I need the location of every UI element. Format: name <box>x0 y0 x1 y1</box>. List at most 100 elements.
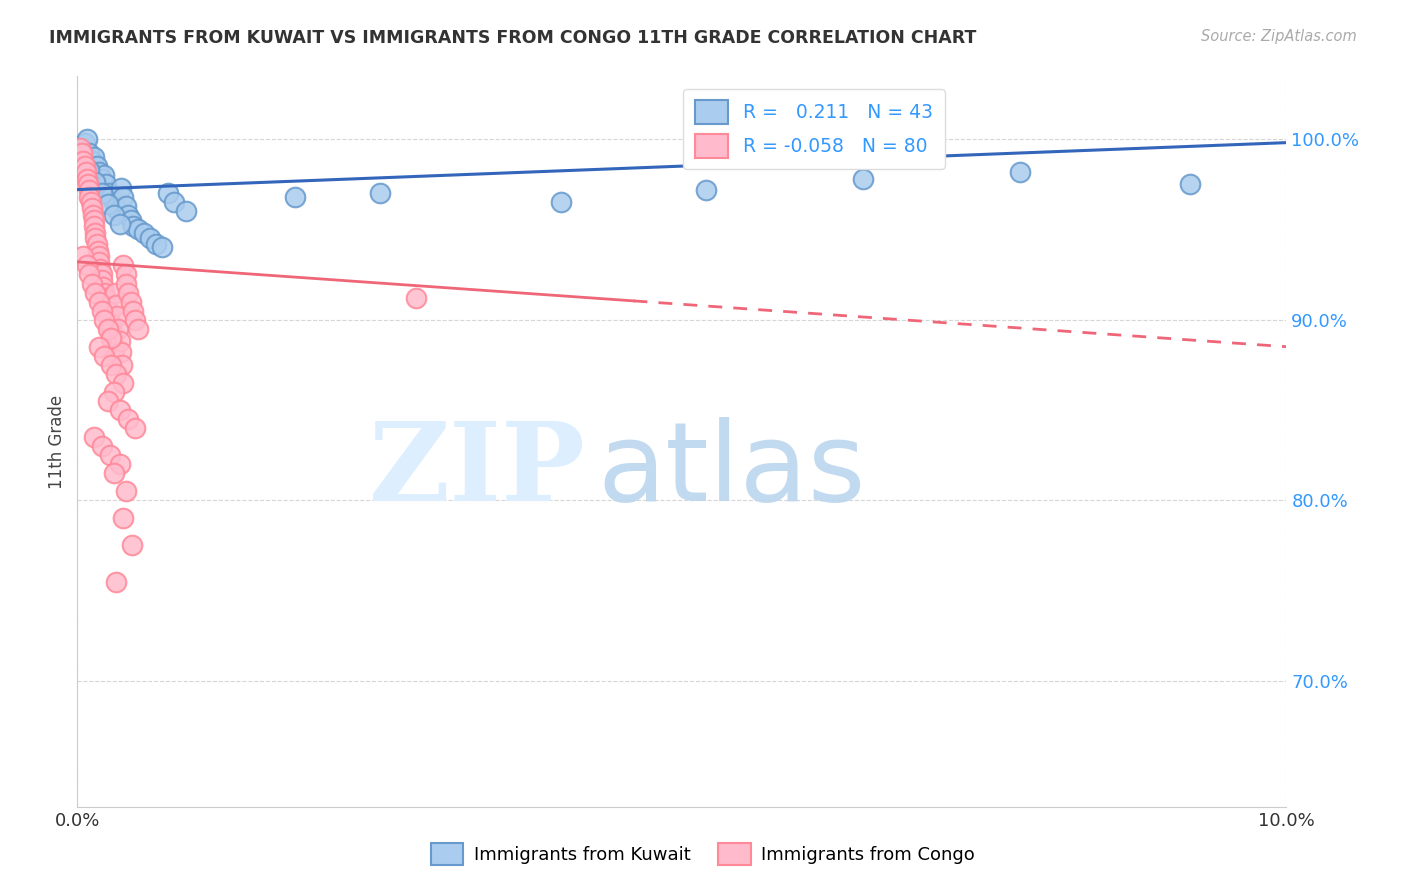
Point <box>79 190 101 204</box>
Point <box>122 303 145 318</box>
Point <box>84 285 107 300</box>
Point <box>84 231 107 245</box>
Point <box>90 171 112 186</box>
Point <box>80 201 103 215</box>
Point <box>96 393 118 408</box>
Point <box>96 321 118 335</box>
Point <box>76 132 98 146</box>
Point <box>93 285 115 300</box>
Point <box>87 164 110 178</box>
Point <box>76 171 98 186</box>
Point <box>108 334 131 349</box>
Point <box>94 291 117 305</box>
Point <box>112 511 135 525</box>
Point <box>100 327 122 342</box>
Point <box>79 183 101 197</box>
Point <box>111 358 134 372</box>
Point <box>114 268 136 282</box>
Point <box>82 208 104 222</box>
Point <box>72 153 94 168</box>
Point <box>96 303 118 318</box>
Point <box>101 334 124 349</box>
Point <box>163 195 186 210</box>
Point <box>79 162 101 177</box>
Point <box>117 285 139 300</box>
Point <box>284 190 307 204</box>
Point <box>98 316 121 330</box>
Point <box>72 249 94 263</box>
Point <box>120 294 142 309</box>
Point <box>96 197 118 211</box>
Point <box>91 280 114 294</box>
Point <box>97 309 120 323</box>
Point <box>100 190 122 204</box>
Point <box>87 244 110 258</box>
Point <box>852 171 875 186</box>
Point <box>83 213 105 227</box>
Point <box>122 219 145 233</box>
Point <box>121 538 143 552</box>
Point <box>150 240 173 254</box>
Point <box>83 219 105 233</box>
Point <box>405 291 427 305</box>
Point <box>80 277 103 291</box>
Point <box>103 195 125 210</box>
Point <box>132 226 155 240</box>
Point <box>368 186 391 201</box>
Point <box>84 175 107 189</box>
Point <box>87 340 110 354</box>
Point <box>124 312 146 326</box>
Point <box>108 217 131 231</box>
Point <box>69 141 91 155</box>
Point <box>86 159 108 173</box>
Point <box>100 321 122 335</box>
Point <box>114 277 136 291</box>
Point <box>112 190 135 204</box>
Point <box>73 159 96 173</box>
Point <box>117 412 139 426</box>
Point <box>117 208 139 222</box>
Point <box>76 259 98 273</box>
Point <box>96 177 118 191</box>
Point <box>100 331 122 345</box>
Point <box>103 345 125 359</box>
Point <box>97 186 120 201</box>
Point <box>107 204 129 219</box>
Point <box>104 285 127 300</box>
Point <box>112 259 135 273</box>
Legend: Immigrants from Kuwait, Immigrants from Congo: Immigrants from Kuwait, Immigrants from … <box>423 836 983 872</box>
Point <box>145 236 167 251</box>
Text: atlas: atlas <box>598 417 866 524</box>
Point <box>105 201 128 215</box>
Point <box>87 255 110 269</box>
Point <box>120 213 142 227</box>
Point <box>103 340 125 354</box>
Point <box>108 457 131 471</box>
Point <box>90 186 112 201</box>
Point <box>79 195 101 210</box>
Point <box>1010 164 1032 178</box>
Y-axis label: 11th Grade: 11th Grade <box>48 394 66 489</box>
Text: ZIP: ZIP <box>368 417 585 524</box>
Point <box>100 358 122 372</box>
Point <box>107 321 129 335</box>
Point <box>114 484 136 499</box>
Point <box>105 309 128 323</box>
Point <box>89 262 111 277</box>
Point <box>73 136 96 150</box>
Point <box>83 430 105 444</box>
Point <box>90 268 112 282</box>
Point <box>77 177 100 191</box>
Point <box>93 349 115 363</box>
Point <box>550 195 572 210</box>
Point <box>80 153 103 168</box>
Point <box>75 164 97 178</box>
Point <box>79 146 101 161</box>
Point <box>124 421 146 435</box>
Point <box>93 168 115 182</box>
Legend: R =   0.211   N = 43, R = -0.058   N = 80: R = 0.211 N = 43, R = -0.058 N = 80 <box>683 89 945 169</box>
Text: Source: ZipAtlas.com: Source: ZipAtlas.com <box>1201 29 1357 44</box>
Point <box>110 181 132 195</box>
Point <box>110 345 132 359</box>
Point <box>90 303 112 318</box>
